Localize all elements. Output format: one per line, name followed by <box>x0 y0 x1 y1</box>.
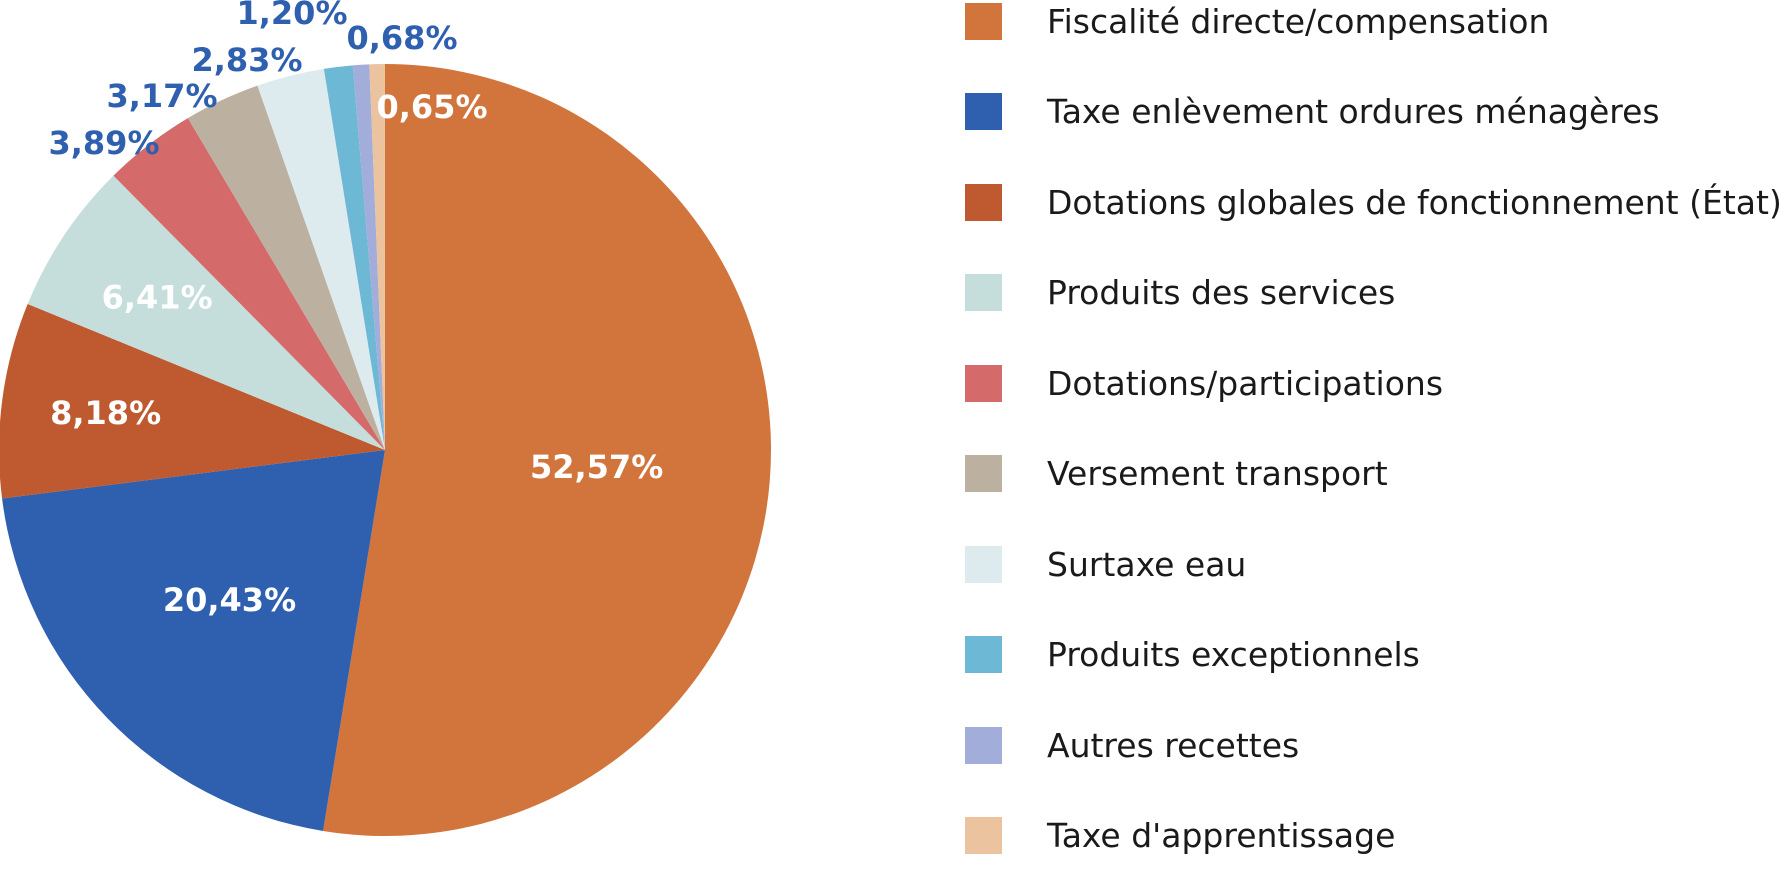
pie-slices <box>0 64 772 836</box>
pie-slice-label: 3,89% <box>48 124 159 162</box>
pie-slice <box>2 450 386 831</box>
legend-swatch <box>965 183 1002 221</box>
legend-label: Produits exceptionnels <box>1047 635 1420 674</box>
legend-swatch <box>965 274 1002 311</box>
pie-slice <box>352 64 385 450</box>
legend-swatch <box>965 545 1002 583</box>
pie-slice-label: 52,57% <box>530 448 663 486</box>
legend-swatch <box>965 455 1002 492</box>
legend: Fiscalité directe/compensation Taxe enlèv… <box>965 0 1785 896</box>
pie-slice <box>323 65 385 450</box>
legend-label: Dotations globales de fonctionnement (Ét… <box>1047 182 1782 222</box>
legend-item: Taxe enlèvement ordures ménagères <box>965 92 1660 132</box>
pie-chart: 52,57% 20,43% 8,18% 6,41% 3,89% 3,17%2,83% 1,2… <box>0 0 772 836</box>
legend-label: Surtaxe eau <box>1047 544 1247 584</box>
legend-item: Dotations globales de fonctionnement (Ét… <box>965 182 1782 222</box>
pie-slice-label: 0,68% <box>346 19 457 57</box>
pie-slice <box>257 68 385 450</box>
pie-slice-label: 1,20% <box>236 0 347 32</box>
legend-swatch <box>965 726 1002 764</box>
pie-slice <box>27 175 385 450</box>
legend-item: Produits exceptionnels <box>965 635 1420 675</box>
legend-label: Fiscalité directe/compensation <box>1047 1 1550 41</box>
pie-slice-label: 8,18% <box>50 394 161 432</box>
pie-slice-label: 6,41% <box>102 279 213 317</box>
legend-item: Produits des services <box>965 273 1395 313</box>
pie-slice-label: 3,17% <box>106 77 217 115</box>
legend-label: Taxe enlèvement ordures ménagères <box>1047 92 1660 131</box>
legend-label: Versement transport <box>1047 454 1388 493</box>
legend-swatch <box>965 636 1002 673</box>
pie-slice <box>323 64 772 836</box>
legend-label: Taxe d'apprentissage <box>1047 816 1396 855</box>
pie-slice-labels: 52,57% 20,43% 8,18% 6,41% 3,89% 3,17%2,83% 1,2… <box>48 0 663 619</box>
legend-item: Surtaxe eau <box>965 544 1246 584</box>
legend-item: Dotations/participations <box>965 363 1443 403</box>
legend-item: Taxe d'apprentissage <box>965 816 1395 856</box>
legend-swatch <box>965 364 1002 402</box>
pie-slice <box>0 304 385 499</box>
legend-swatch <box>965 817 1002 854</box>
pie-slice <box>113 118 386 450</box>
pie-slice <box>369 64 385 450</box>
legend-item: Autres recettes <box>965 725 1299 765</box>
legend-label: Produits des services <box>1047 273 1396 312</box>
pie-slice <box>187 85 385 451</box>
legend-swatch <box>965 2 1002 40</box>
pie-slice-label: 0,65% <box>376 88 487 126</box>
legend-item: Versement transport <box>965 454 1388 494</box>
pie-slice-label: 2,83% <box>191 41 302 79</box>
legend-item: Fiscalité directe/compensation <box>965 1 1549 41</box>
legend-label: Dotations/participations <box>1047 363 1444 403</box>
legend-swatch <box>965 93 1002 130</box>
legend-label: Autres recettes <box>1047 725 1300 765</box>
pie-slice-label: 20,43% <box>163 581 296 619</box>
